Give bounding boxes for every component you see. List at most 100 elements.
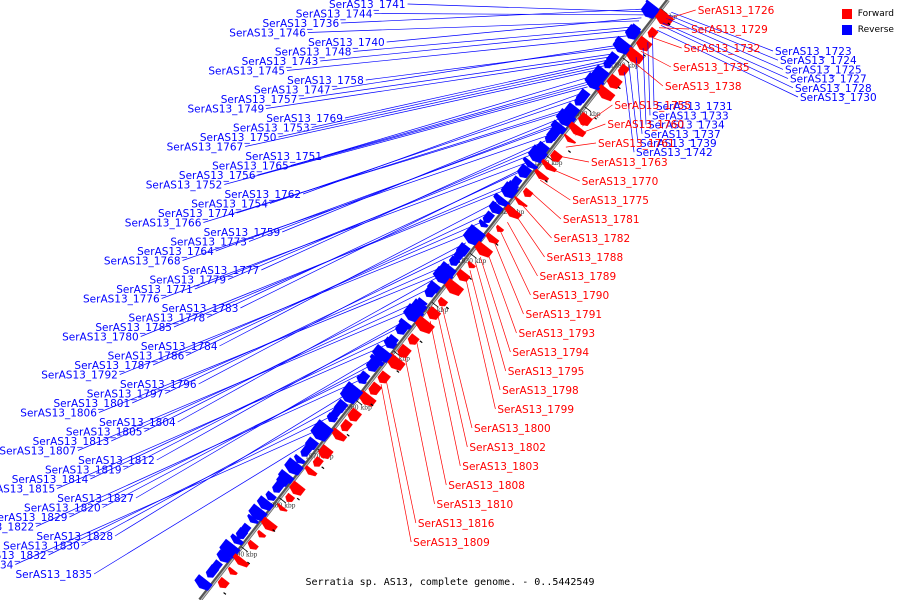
forward-gene-arrow [563, 133, 577, 144]
gene-label: SerAS13_1762 [224, 189, 301, 201]
leader-line [632, 61, 664, 87]
misc-feature [617, 86, 621, 90]
reverse-gene-arrow [293, 453, 306, 465]
leader-line [207, 170, 523, 318]
leader-line [194, 152, 537, 290]
leader-lines [15, 3, 799, 575]
reverse-gene-arrow [216, 549, 232, 564]
gene-label: SerAS13_1731 [656, 101, 733, 113]
gene-label: SerAS13_1784 [141, 341, 218, 353]
reverse-gene-arrow [272, 478, 286, 493]
gene-label: SerAS13_1808 [448, 480, 525, 492]
gene-label: SerAS13_1835 [15, 569, 92, 581]
forward-gene-arrow [247, 539, 259, 550]
reverse-gene-arrow [424, 282, 440, 298]
forward-gene-arrow [289, 480, 306, 496]
leader-line [486, 249, 517, 334]
gene-label: SerAS13_1783 [162, 303, 239, 315]
gene-labels: SerAS13_1741SerAS13_1744SerAS13_1736SerA… [0, 0, 877, 581]
leader-line [441, 306, 473, 429]
leader-line [353, 26, 635, 52]
leader-line [307, 20, 640, 33]
leader-line [665, 9, 696, 20]
leader-line [671, 11, 774, 52]
misc-feature [419, 340, 423, 344]
leader-line [282, 116, 565, 233]
gene-label: SerAS13_1816 [418, 518, 495, 530]
gene-label: SerAS13_1785 [95, 322, 172, 334]
gene-label: SerAS13_1780 [62, 332, 139, 344]
forward-gene-arrow [568, 121, 587, 138]
forward-gene-arrow [318, 444, 334, 460]
gene-label: SerAS13_1791 [525, 309, 602, 321]
gene-label: SerAS13_1786 [108, 351, 185, 363]
forward-gene-arrow [606, 73, 623, 90]
misc-feature [346, 433, 350, 437]
leader-line [479, 256, 511, 353]
forward-gene-arrow [368, 381, 383, 396]
gene-label: SerAS13_1739 [640, 138, 717, 150]
gene-label: SerAS13_1743 [242, 56, 319, 68]
reverse-gene-arrow [448, 255, 461, 266]
leader-line [161, 161, 530, 299]
gene-label: SerAS13_1773 [170, 237, 247, 249]
legend-item-reverse: Reverse [841, 22, 894, 38]
forward-gene-arrow [534, 168, 550, 182]
forward-gene-arrow [467, 260, 476, 269]
gene-label: SerAS13_1742 [636, 147, 713, 159]
gene-label: SerAS13_1732 [684, 43, 761, 55]
reverse-swatch [841, 25, 852, 35]
misc-feature [223, 592, 227, 595]
leader-line [144, 287, 431, 432]
genome-backbone [198, 0, 670, 600]
gene-label: SerAS13_1819 [45, 465, 122, 477]
leader-line [660, 25, 794, 89]
forward-gene-arrow [617, 63, 630, 76]
gene-label: SerAS13_1735 [673, 62, 750, 74]
forward-gene-arrow [257, 529, 267, 538]
leader-line [380, 384, 412, 543]
forward-gene-arrow [377, 370, 391, 384]
forward-gene-arrow [347, 407, 363, 422]
leader-line [374, 13, 644, 16]
leader-line [132, 263, 450, 404]
forward-gene-arrow [227, 566, 238, 576]
misc-feature [272, 529, 276, 532]
forward-gene-arrow [647, 26, 659, 38]
reverse-gene-arrow [603, 59, 613, 69]
tick-mark [546, 155, 554, 161]
gene-label: SerAS13_1759 [204, 227, 281, 239]
reverse-gene-arrow [482, 210, 496, 223]
misc-feature [667, 22, 671, 26]
tick-label: 1990 kbp [229, 551, 258, 558]
leader-line [647, 42, 651, 116]
gene-label: SerAS13_1802 [469, 442, 546, 454]
leader-line [549, 167, 580, 182]
leader-line [582, 104, 613, 127]
tick-mark [622, 57, 630, 64]
leader-line [165, 251, 460, 394]
forward-gene-arrow [495, 224, 505, 232]
forward-gene-arrow [437, 296, 449, 307]
gene-label: SerAS13_1752 [146, 180, 223, 192]
gene-label: SerAS13_1814 [12, 474, 89, 486]
tick-mark [431, 302, 439, 308]
leader-line [624, 72, 635, 153]
gene-label: SerAS13_1771 [116, 284, 193, 296]
forward-gene-arrow [514, 195, 528, 208]
tick-label: 1930 kbp [458, 258, 487, 265]
gene-label: SerAS13_1741 [329, 0, 406, 11]
reverse-gene-arrow [326, 412, 339, 423]
gene-label: SerAS13_1829 [0, 512, 67, 524]
leader-line [558, 155, 590, 163]
leader-line [140, 188, 509, 337]
reverse-gene-arrow [300, 442, 314, 457]
reverse-gene-arrow [478, 218, 489, 228]
forward-gene-arrow [550, 149, 563, 163]
reverse-gene-arrow [574, 94, 586, 106]
gene-label: SerAS13_1730 [800, 92, 877, 104]
gene-label: SerAS13_1725 [785, 64, 862, 76]
gene-label: SerAS13_1820 [24, 503, 101, 515]
gene-label: SerAS13_1747 [254, 85, 331, 97]
reverse-gene-arrow [640, 2, 659, 19]
